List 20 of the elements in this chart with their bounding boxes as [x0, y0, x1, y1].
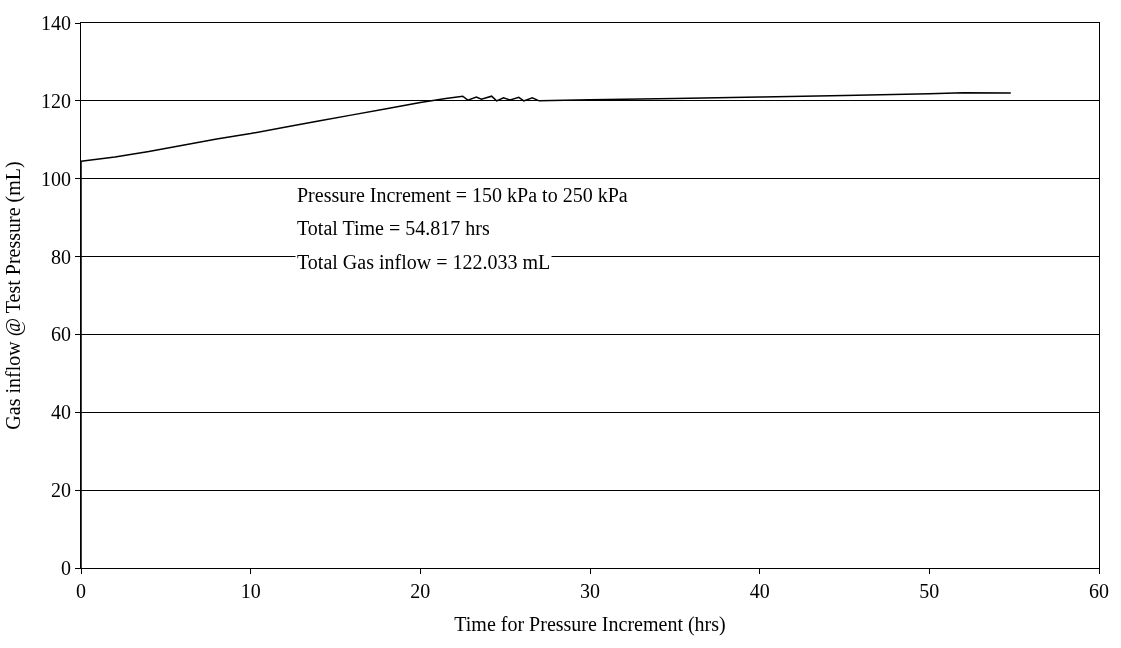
- y-tick-label: 80: [51, 245, 71, 268]
- y-tick-label: 20: [51, 479, 71, 502]
- annotation: Total Time = 54.817 hrs: [297, 217, 490, 239]
- y-tick-label: 120: [41, 89, 71, 112]
- y-tick-label: 140: [41, 12, 71, 34]
- annotation: Total Gas inflow = 122.033 mL: [297, 251, 551, 273]
- x-tick-label: 30: [580, 580, 600, 602]
- x-tick-label: 40: [749, 580, 770, 602]
- y-tick-label: 40: [51, 401, 71, 424]
- x-tick-label: 50: [919, 580, 940, 602]
- y-tick-label: 100: [41, 167, 71, 190]
- annotation: Pressure Increment = 150 kPa to 250 kPa: [297, 184, 628, 206]
- x-axis-title: Time for Pressure Increment (hrs): [454, 612, 726, 636]
- x-tick-label: 0: [76, 580, 86, 602]
- x-tick-label: 10: [240, 580, 261, 602]
- x-tick-label: 60: [1089, 580, 1109, 602]
- x-tick-label: 20: [410, 580, 431, 602]
- y-tick-label: 0: [61, 557, 71, 579]
- y-axis-title: Gas inflow @ Test Pressure (mL): [1, 161, 25, 430]
- y-tick-label: 60: [51, 323, 71, 346]
